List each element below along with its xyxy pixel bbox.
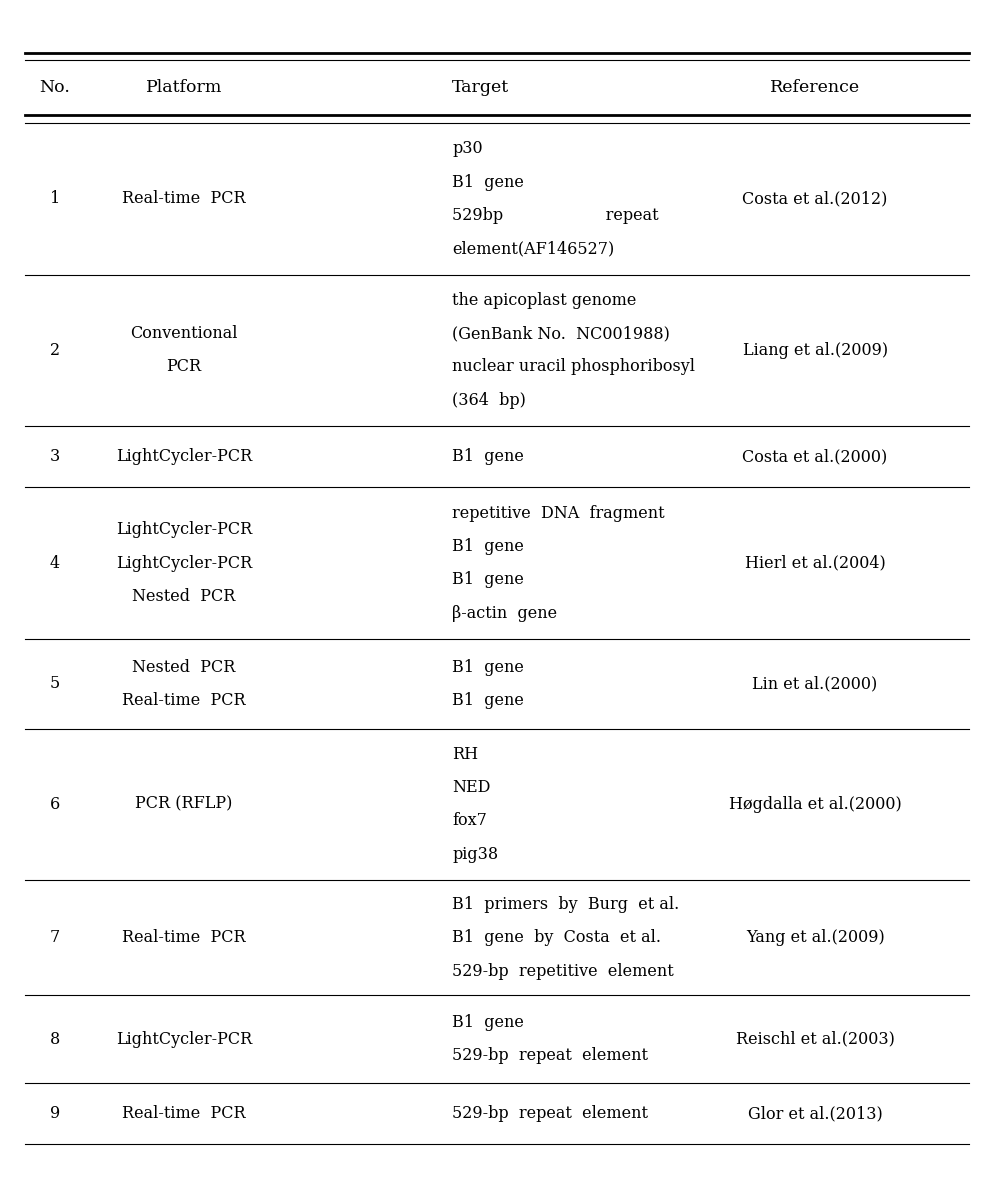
Text: 8: 8 [50,1031,60,1047]
Text: 5: 5 [50,675,60,692]
Text: 529-bp  repetitive  element: 529-bp repetitive element [452,963,674,979]
Text: 529-bp  repeat  element: 529-bp repeat element [452,1047,648,1064]
Text: the apicoplast genome: the apicoplast genome [452,291,636,309]
Text: LightCycler-PCR: LightCycler-PCR [115,1031,252,1047]
Text: p30: p30 [452,141,483,157]
Text: LightCycler-PCR: LightCycler-PCR [115,449,252,465]
Text: B1  gene: B1 gene [452,1014,524,1031]
Text: (GenBank No.  NC001988): (GenBank No. NC001988) [452,324,670,342]
Text: Hierl et al.(2004): Hierl et al.(2004) [745,555,886,571]
Text: B1  primers  by  Burg  et al.: B1 primers by Burg et al. [452,896,680,913]
Text: 4: 4 [50,555,60,571]
Text: B1  gene: B1 gene [452,449,524,465]
Text: 2: 2 [50,341,60,359]
Text: PCR: PCR [166,358,202,376]
Text: No.: No. [39,80,71,97]
Text: 1: 1 [50,191,60,208]
Text: Høgdalla et al.(2000): Høgdalla et al.(2000) [729,796,902,812]
Text: LightCycler-PCR: LightCycler-PCR [115,521,252,538]
Text: Nested  PCR: Nested PCR [132,588,236,605]
Text: NED: NED [452,779,491,796]
Text: Real-time  PCR: Real-time PCR [122,1105,246,1121]
Text: 6: 6 [50,796,60,812]
Text: Reischl et al.(2003): Reischl et al.(2003) [736,1031,895,1047]
Text: RH: RH [452,746,478,762]
Text: 7: 7 [50,929,60,946]
Text: Costa et al.(2012): Costa et al.(2012) [743,191,888,208]
Text: pig38: pig38 [452,846,498,863]
Text: (364  bp): (364 bp) [452,391,526,409]
Text: 529bp                    repeat: 529bp repeat [452,208,659,224]
Text: Real-time  PCR: Real-time PCR [122,929,246,946]
Text: B1  gene  by  Costa  et al.: B1 gene by Costa et al. [452,929,661,946]
Text: β-actin  gene: β-actin gene [452,605,558,622]
Text: Glor et al.(2013): Glor et al.(2013) [747,1105,883,1121]
Text: repetitive  DNA  fragment: repetitive DNA fragment [452,505,665,521]
Text: Costa et al.(2000): Costa et al.(2000) [743,449,888,465]
Text: 529-bp  repeat  element: 529-bp repeat element [452,1105,648,1121]
Text: LightCycler-PCR: LightCycler-PCR [115,555,252,571]
Text: Nested  PCR: Nested PCR [132,659,236,675]
Text: element(AF146527): element(AF146527) [452,240,614,258]
Text: 3: 3 [50,449,60,465]
Text: Real-time  PCR: Real-time PCR [122,692,246,709]
Text: Conventional: Conventional [130,324,238,342]
Text: B1  gene: B1 gene [452,538,524,555]
Text: B1  gene: B1 gene [452,174,524,191]
Text: Real-time  PCR: Real-time PCR [122,191,246,208]
Text: PCR (RFLP): PCR (RFLP) [135,796,233,812]
Text: Reference: Reference [770,80,860,97]
Text: Yang et al.(2009): Yang et al.(2009) [746,929,885,946]
Text: 9: 9 [50,1105,60,1121]
Text: fox7: fox7 [452,812,487,829]
Text: B1  gene: B1 gene [452,659,524,675]
Text: Lin et al.(2000): Lin et al.(2000) [752,675,878,692]
Text: Target: Target [452,80,509,97]
Text: nuclear uracil phosphoribosyl: nuclear uracil phosphoribosyl [452,358,695,376]
Text: B1  gene: B1 gene [452,692,524,709]
Text: Liang et al.(2009): Liang et al.(2009) [743,341,888,359]
Text: B1  gene: B1 gene [452,571,524,588]
Text: Platform: Platform [146,80,222,97]
